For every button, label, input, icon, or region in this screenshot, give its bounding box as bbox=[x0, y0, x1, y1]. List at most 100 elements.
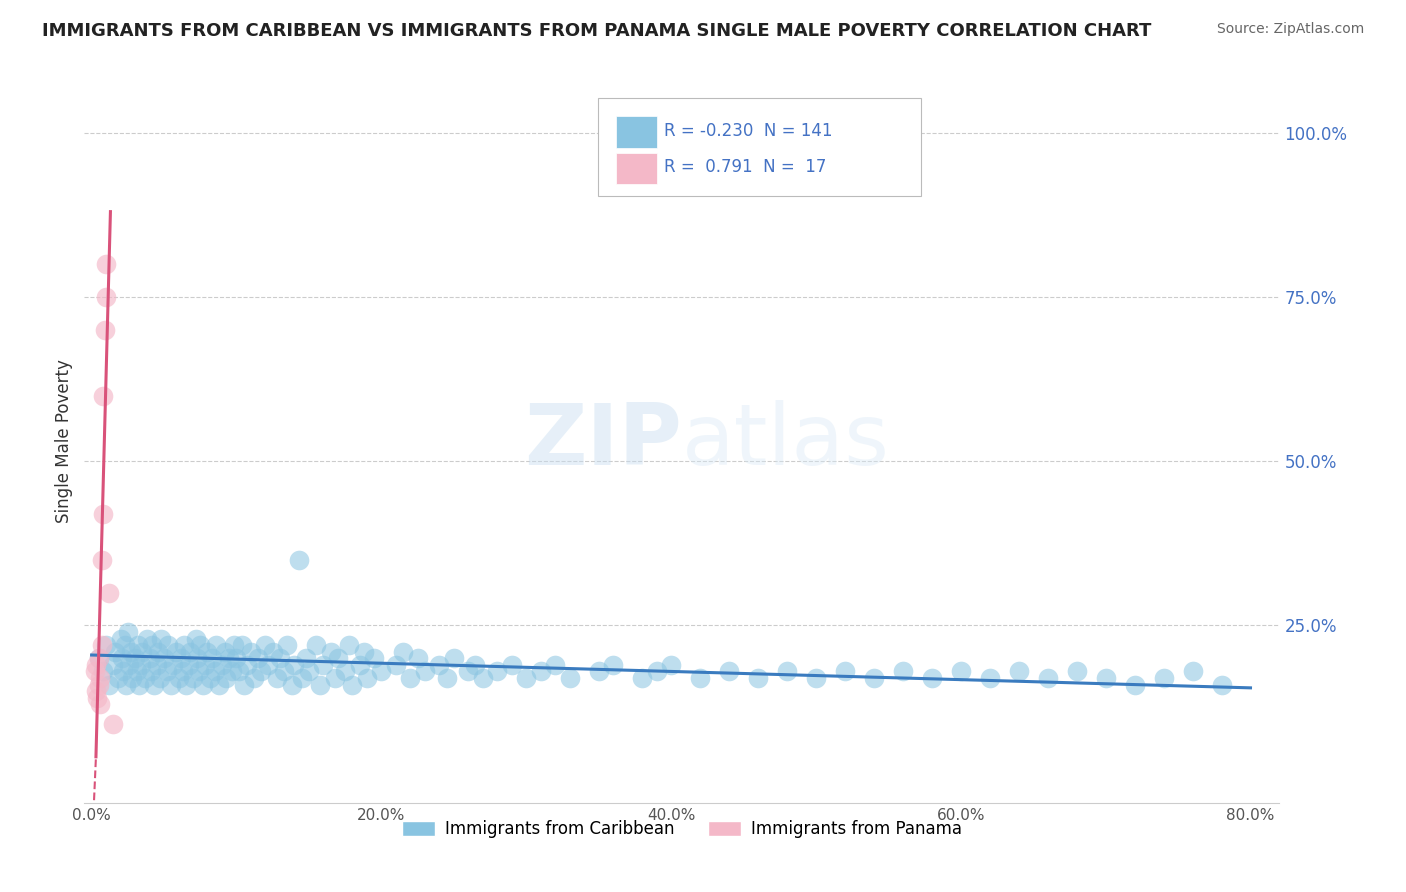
Point bbox=[150, 632, 173, 646]
Text: ZIP: ZIP bbox=[524, 400, 682, 483]
Point bbox=[129, 657, 152, 672]
Point bbox=[128, 677, 150, 691]
Text: Source: ZipAtlas.com: Source: ZipAtlas.com bbox=[1216, 22, 1364, 37]
Point bbox=[191, 677, 214, 691]
Point bbox=[1094, 671, 1116, 685]
Point bbox=[103, 717, 125, 731]
Point bbox=[804, 671, 827, 685]
Point bbox=[659, 657, 682, 672]
Point bbox=[276, 638, 298, 652]
Point bbox=[86, 690, 108, 705]
Point bbox=[110, 632, 132, 646]
Point bbox=[363, 651, 385, 665]
Point bbox=[339, 638, 361, 652]
Point bbox=[165, 645, 187, 659]
Point bbox=[142, 677, 165, 691]
Point bbox=[326, 651, 349, 665]
Point bbox=[200, 671, 222, 685]
Point bbox=[201, 651, 224, 665]
Point bbox=[287, 553, 309, 567]
Point bbox=[406, 651, 429, 665]
Point bbox=[443, 651, 465, 665]
Point bbox=[392, 645, 415, 659]
Point bbox=[156, 665, 179, 679]
Point bbox=[173, 638, 195, 652]
Point bbox=[157, 638, 180, 652]
Point bbox=[194, 657, 217, 672]
Point bbox=[170, 651, 193, 665]
Point bbox=[214, 645, 236, 659]
Point bbox=[125, 665, 148, 679]
Point bbox=[280, 677, 302, 691]
Point bbox=[239, 645, 262, 659]
Point bbox=[342, 677, 364, 691]
Point bbox=[117, 625, 139, 640]
Point bbox=[186, 651, 208, 665]
Point bbox=[91, 665, 114, 679]
Point bbox=[146, 657, 169, 672]
Point bbox=[834, 665, 856, 679]
Point bbox=[172, 665, 194, 679]
Point bbox=[305, 638, 328, 652]
Point bbox=[218, 651, 240, 665]
Point bbox=[486, 665, 509, 679]
Point bbox=[188, 638, 211, 652]
Point bbox=[1008, 665, 1031, 679]
Point bbox=[1181, 665, 1204, 679]
Point bbox=[139, 665, 162, 679]
Point bbox=[530, 665, 553, 679]
Point bbox=[457, 665, 479, 679]
Point bbox=[399, 671, 422, 685]
Point bbox=[114, 638, 136, 652]
Point bbox=[208, 677, 231, 691]
Point bbox=[131, 645, 153, 659]
Point bbox=[121, 671, 143, 685]
Point bbox=[747, 671, 769, 685]
Point bbox=[269, 651, 291, 665]
Point bbox=[197, 645, 219, 659]
Point bbox=[273, 665, 295, 679]
Point bbox=[149, 671, 172, 685]
Point bbox=[141, 638, 163, 652]
Point bbox=[94, 257, 117, 271]
Point bbox=[84, 657, 107, 672]
Point bbox=[515, 671, 537, 685]
Point bbox=[921, 671, 943, 685]
Point bbox=[283, 657, 305, 672]
Point bbox=[124, 651, 146, 665]
Point bbox=[250, 665, 273, 679]
Point bbox=[204, 665, 226, 679]
Point bbox=[174, 677, 197, 691]
Point bbox=[353, 645, 375, 659]
Point bbox=[689, 671, 711, 685]
Point bbox=[323, 671, 346, 685]
Point bbox=[222, 638, 245, 652]
Point bbox=[103, 657, 125, 672]
Point bbox=[1066, 665, 1088, 679]
Point bbox=[89, 698, 111, 712]
Point bbox=[247, 651, 270, 665]
Point bbox=[309, 677, 332, 691]
Point bbox=[107, 671, 129, 685]
Point bbox=[90, 638, 112, 652]
Point bbox=[602, 657, 624, 672]
Point bbox=[1153, 671, 1175, 685]
Legend: Immigrants from Caribbean, Immigrants from Panama: Immigrants from Caribbean, Immigrants fr… bbox=[395, 814, 969, 845]
Point bbox=[266, 671, 288, 685]
Point bbox=[257, 657, 280, 672]
Point bbox=[84, 684, 107, 698]
Point bbox=[179, 645, 201, 659]
Point bbox=[98, 677, 121, 691]
Point bbox=[184, 632, 207, 646]
Point bbox=[558, 671, 581, 685]
Point bbox=[1036, 671, 1059, 685]
Point bbox=[211, 657, 233, 672]
Point bbox=[87, 651, 110, 665]
Point bbox=[215, 671, 238, 685]
Point bbox=[94, 290, 117, 304]
Point bbox=[91, 507, 114, 521]
Point bbox=[205, 638, 228, 652]
Point bbox=[112, 665, 135, 679]
Point bbox=[177, 657, 200, 672]
Text: IMMIGRANTS FROM CARIBBEAN VS IMMIGRANTS FROM PANAMA SINGLE MALE POVERTY CORRELAT: IMMIGRANTS FROM CARIBBEAN VS IMMIGRANTS … bbox=[42, 22, 1152, 40]
